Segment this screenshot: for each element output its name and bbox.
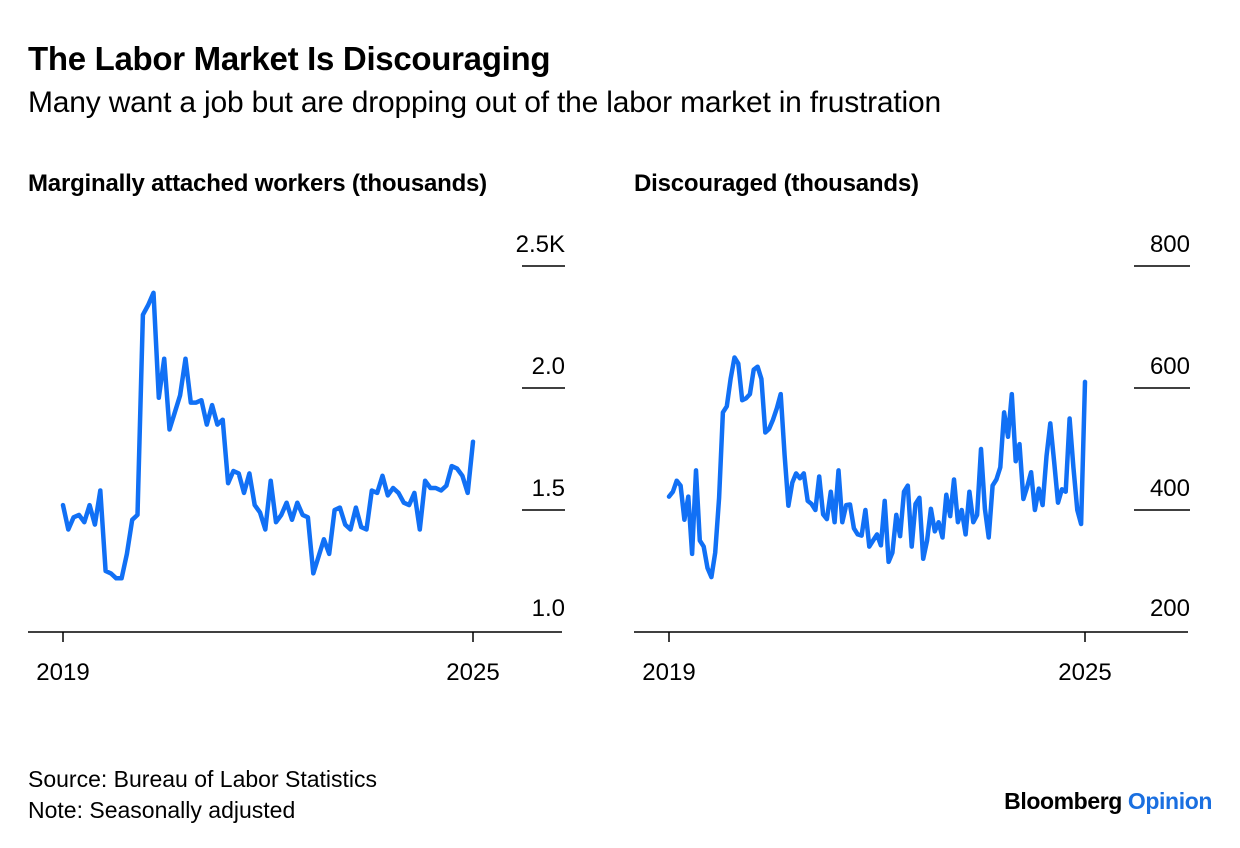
logo-brand: Bloomberg xyxy=(1004,788,1122,814)
bloomberg-opinion-logo: Bloomberg Opinion xyxy=(1004,788,1212,815)
note-text: Note: Seasonally adjusted xyxy=(28,797,296,823)
discouraged-x-tick-label-0: 2019 xyxy=(642,659,695,686)
footer: Source: Bureau of Labor Statistics Note:… xyxy=(28,764,377,826)
discouraged-x-tick-label-1: 2025 xyxy=(1058,659,1111,686)
marginally-y-tick-label-2: 2.0 xyxy=(532,353,565,380)
marginally-x-tick-label-0: 2019 xyxy=(36,659,89,686)
page-subtitle: Many want a job but are dropping out of … xyxy=(28,86,941,119)
discouraged-y-tick-label-1: 400 xyxy=(1150,475,1190,502)
discouraged-y-tick-label-2: 600 xyxy=(1150,353,1190,380)
marginally-y-tick-label-0: 1.0 xyxy=(532,595,565,622)
chart-title-discouraged: Discouraged (thousands) xyxy=(634,170,919,197)
discouraged-y-tick-label-0: 200 xyxy=(1150,595,1190,622)
marginally-y-tick-label-3: 2.5K xyxy=(516,231,565,258)
chart-title-marginally-attached: Marginally attached workers (thousands) xyxy=(28,170,487,197)
source-text: Source: Bureau of Labor Statistics xyxy=(28,766,378,792)
chart-discouraged: 200 400 600 800 2019 2025 xyxy=(634,231,1190,686)
page-title: The Labor Market Is Discouraging xyxy=(28,40,551,77)
discouraged-series-line-0 xyxy=(666,355,1088,580)
discouraged-y-tick-label-3: 800 xyxy=(1150,231,1190,258)
marginally-x-tick-label-1: 2025 xyxy=(446,659,499,686)
chart-marginally-attached: 1.0 1.5 2.0 2.5K 2019 2025 xyxy=(28,231,565,686)
logo-section: Opinion xyxy=(1127,788,1212,814)
marginally-series-line-0 xyxy=(60,290,476,581)
marginally-y-tick-label-1: 1.5 xyxy=(532,475,565,502)
